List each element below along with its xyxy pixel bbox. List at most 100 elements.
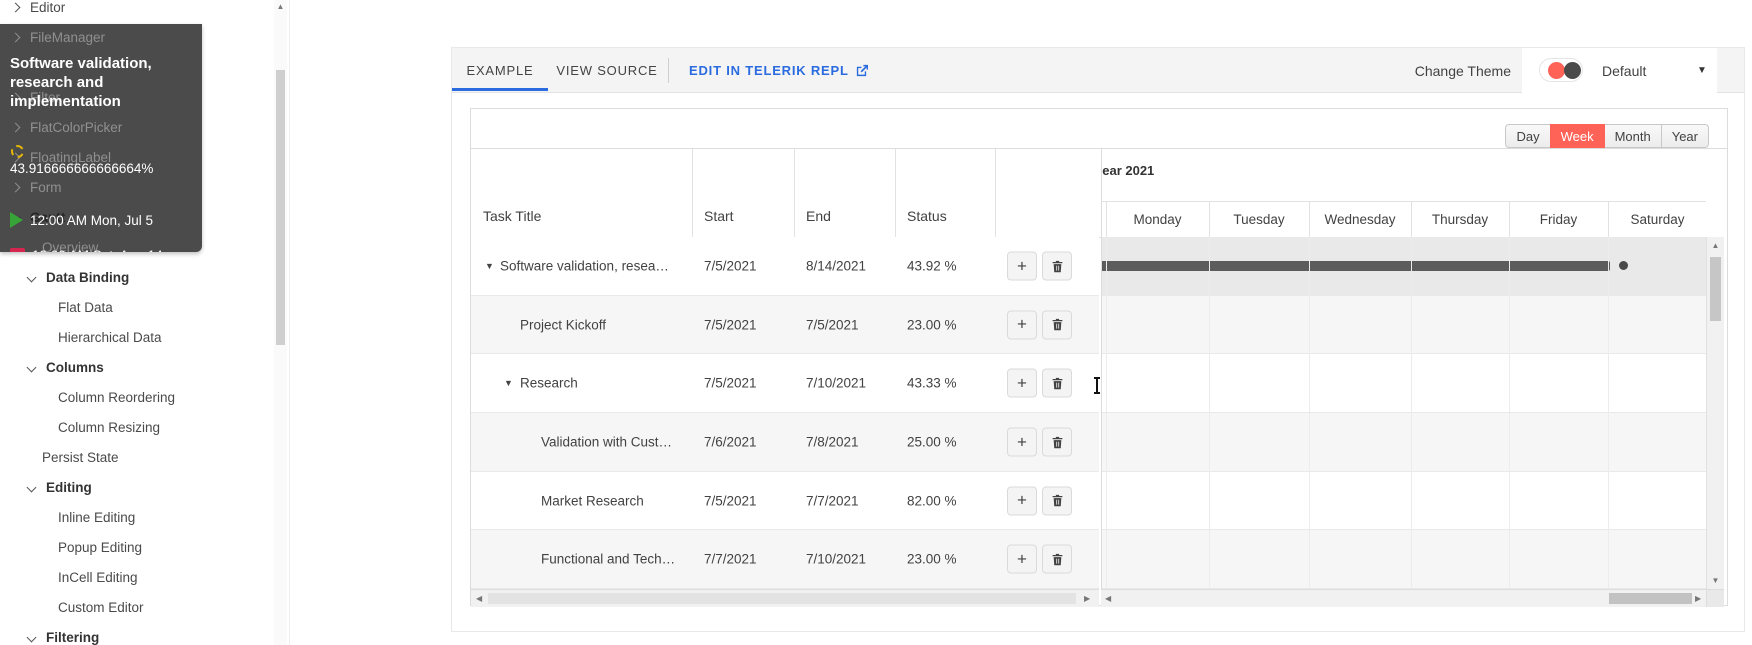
tab-view-source-label: VIEW SOURCE — [556, 63, 658, 78]
sidebar-item-hierarchical-data[interactable]: Hierarchical Data — [0, 322, 270, 352]
add-task-button[interactable]: + — [1007, 486, 1037, 515]
day-header-thursday: Thursday — [1431, 211, 1489, 227]
table-row[interactable]: Market Research 7/5/2021 7/7/2021 82.00 % + — [471, 472, 1099, 530]
status-cell: 43.92 % — [907, 258, 957, 274]
sidebar-item-ghost-overview: Overview — [0, 232, 202, 253]
theme-switcher[interactable]: Default ▼ — [1522, 48, 1717, 93]
sidebar-item-custom-editor[interactable]: Custom Editor — [0, 592, 270, 622]
sidebar-item-column-resizing[interactable]: Column Resizing — [0, 412, 270, 442]
status-cell: 43.33 % — [907, 375, 957, 391]
edit-in-repl-link[interactable]: EDIT IN TELERIK REPL — [689, 48, 868, 93]
table-row[interactable]: Functional and Tech… 7/7/2021 7/10/2021 23.… — [471, 530, 1099, 589]
trash-icon — [1052, 377, 1062, 389]
timeline-horizontal-scrollbar[interactable]: ◀ ▶ — [1101, 589, 1706, 607]
scroll-left-icon[interactable]: ◀ — [476, 594, 483, 603]
add-task-button[interactable]: + — [1007, 427, 1037, 457]
sidebar-item-label: Popup Editing — [58, 539, 143, 555]
sidebar-item-column-reordering[interactable]: Column Reordering — [0, 382, 270, 412]
delete-task-button[interactable] — [1042, 486, 1072, 515]
task-title-cell: Validation with Cust… — [541, 434, 673, 450]
scroll-up-icon[interactable]: ▲ — [1711, 241, 1720, 250]
view-day-button[interactable]: Day — [1505, 124, 1551, 148]
table-hscroll-thumb[interactable] — [488, 593, 1076, 604]
sidebar-item-columns[interactable]: Columns — [0, 352, 270, 382]
tooltip-end-row: 12:00 AM Sat, Aug 14 — [10, 248, 163, 252]
delete-task-button[interactable] — [1042, 368, 1072, 398]
column-header-end: End — [806, 208, 831, 224]
sidebar-item-ghost-filemanager: FileManager — [0, 24, 202, 52]
tab-example[interactable]: EXAMPLE — [452, 48, 548, 93]
timeline-gridline — [1209, 237, 1210, 589]
table-row[interactable]: Project Kickoff 7/5/2021 7/5/2021 23.00 % + — [471, 296, 1099, 354]
timeline-row — [1102, 354, 1706, 413]
day-border — [1608, 201, 1609, 237]
sidebar-item-editing[interactable]: Editing — [0, 472, 270, 502]
sidebar-item-ghost-form: Form — [0, 172, 202, 202]
chevron-down-icon — [26, 272, 37, 282]
status-cell: 23.00 % — [907, 551, 957, 567]
view-year-button[interactable]: Year — [1660, 124, 1709, 148]
chevron-right-icon — [10, 122, 21, 132]
sidebar-item-popup-editing[interactable]: Popup Editing — [0, 532, 270, 562]
day-header-saturday: Saturday — [1630, 211, 1685, 227]
delete-task-button[interactable] — [1042, 427, 1072, 457]
table-row[interactable]: ▼ Research 7/5/2021 7/10/2021 43.33 % + — [471, 354, 1099, 413]
sidebar-item-persist-state[interactable]: Persist State — [0, 442, 270, 472]
task-title-cell: Functional and Tech… — [541, 551, 676, 567]
sidebar-item-inline-editing[interactable]: Inline Editing — [0, 502, 270, 532]
timeline-vertical-scrollbar[interactable]: ▲ ▼ — [1706, 237, 1724, 589]
scroll-right-icon[interactable]: ▶ — [1695, 594, 1702, 603]
status-cell: 82.00 % — [907, 493, 957, 508]
chevron-down-icon[interactable]: ▼ — [1697, 65, 1707, 76]
chevron-right-icon — [10, 32, 21, 42]
vscroll-thumb[interactable] — [1710, 257, 1721, 321]
start-cell: 7/5/2021 — [704, 317, 757, 332]
sidebar-scrollbar[interactable]: ▲ — [274, 0, 287, 645]
theme-toggle[interactable] — [1539, 58, 1583, 82]
add-task-button[interactable]: + — [1007, 368, 1037, 398]
sidebar-item-editor[interactable]: Editor — [0, 0, 270, 22]
milestone-icon[interactable] — [1619, 261, 1628, 270]
day-border — [1309, 201, 1310, 237]
sidebar-item-incell-editing[interactable]: InCell Editing — [0, 562, 270, 592]
tab-view-source[interactable]: VIEW SOURCE — [548, 48, 666, 93]
view-month-button[interactable]: Month — [1603, 124, 1662, 148]
sidebar-scroll-thumb[interactable] — [276, 70, 285, 345]
collapse-arrow-icon[interactable]: ▼ — [504, 378, 513, 388]
scroll-right-icon[interactable]: ▶ — [1084, 594, 1091, 603]
sidebar-item-flat-data[interactable]: Flat Data — [0, 292, 270, 322]
theme-dot-primary — [1548, 61, 1565, 79]
delete-task-button[interactable] — [1042, 251, 1072, 281]
sidebar-item-filtering[interactable]: Filtering — [0, 622, 270, 645]
chevron-down-icon — [26, 482, 37, 492]
day-border — [1509, 201, 1510, 237]
add-task-button[interactable]: + — [1007, 544, 1037, 574]
start-cell: 7/7/2021 — [704, 551, 757, 567]
scroll-up-icon[interactable]: ▲ — [276, 2, 285, 11]
day-header-monday: Monday — [1133, 211, 1182, 227]
delete-task-button[interactable] — [1042, 310, 1072, 339]
add-task-button[interactable]: + — [1007, 310, 1037, 339]
summary-task-bar[interactable] — [1102, 261, 1610, 271]
timeline-gridline — [1106, 237, 1107, 589]
task-title-cell: Software validation, resea… — [500, 258, 669, 274]
sidebar-item-ghost-gantt: Gantt — [0, 202, 202, 232]
collapse-arrow-icon[interactable]: ▼ — [485, 261, 494, 271]
add-task-button[interactable]: + — [1007, 251, 1037, 281]
table-row[interactable]: Validation with Cust… 7/6/2021 7/8/2021 25.… — [471, 413, 1099, 472]
scroll-down-icon[interactable]: ▼ — [1711, 576, 1720, 585]
table-horizontal-scrollbar[interactable]: ◀ ▶ — [471, 589, 1099, 607]
sidebar-item-data-binding[interactable]: Data Binding — [0, 262, 270, 292]
gantt-task-tooltip: FileManager Filter FlatColorPicker Floating… — [0, 24, 202, 252]
scroll-left-icon[interactable]: ◀ — [1105, 594, 1112, 603]
end-cell: 7/8/2021 — [806, 434, 859, 450]
delete-task-button[interactable] — [1042, 544, 1072, 574]
sidebar-item-label: Editing — [46, 479, 92, 495]
theme-select-value[interactable]: Default — [1602, 62, 1647, 79]
scrollbar-corner — [1706, 589, 1724, 607]
timeline-hscroll-thumb[interactable] — [1609, 593, 1692, 604]
view-week-button[interactable]: Week — [1549, 124, 1605, 148]
sidebar-item-ghost-floatinglabel: FloatingLabel — [0, 142, 202, 172]
table-row[interactable]: ▼ Software validation, resea… 7/5/2021 8/14… — [471, 237, 1099, 296]
edit-in-repl-label: EDIT IN TELERIK REPL — [689, 63, 849, 78]
